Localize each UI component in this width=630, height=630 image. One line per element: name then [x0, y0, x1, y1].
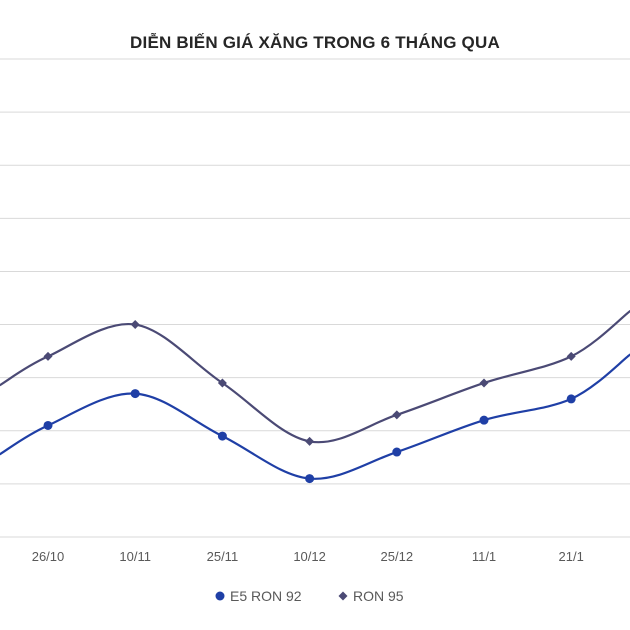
x-tick-label: 21/1 — [559, 549, 584, 564]
data-point — [305, 474, 315, 484]
data-point — [217, 431, 227, 441]
series-group — [0, 310, 630, 484]
x-tick-label: 25/11 — [207, 549, 239, 564]
grid-lines — [0, 58, 630, 538]
x-tick-label: 10/11 — [119, 549, 151, 564]
data-point — [130, 320, 140, 330]
data-point — [130, 389, 140, 399]
data-point — [43, 420, 53, 430]
x-tick-label: 25/12 — [381, 549, 414, 564]
legend-marker — [338, 591, 348, 601]
data-point — [43, 351, 53, 361]
legend: E5 RON 92 RON 95 — [215, 588, 404, 604]
x-tick-label: 11/1 — [472, 549, 496, 564]
chart-title: DIỄN BIẾN GIÁ XĂNG TRONG 6 THÁNG QUA — [130, 33, 500, 52]
x-tick-label: 10/12 — [293, 549, 326, 564]
data-point — [217, 378, 227, 388]
legend-label: RON 95 — [353, 588, 404, 604]
legend-marker — [215, 591, 225, 601]
series-line — [0, 353, 630, 480]
data-point — [566, 394, 576, 404]
data-point — [392, 447, 402, 457]
data-point — [479, 378, 489, 388]
legend-label: E5 RON 92 — [230, 588, 302, 604]
data-point — [566, 351, 576, 361]
x-tick-label: 26/10 — [32, 549, 65, 564]
data-point — [305, 436, 315, 446]
x-axis-labels: 26/10 10/11 25/11 10/12 25/12 11/1 21/1 — [32, 549, 584, 564]
data-point — [392, 410, 402, 420]
data-point — [479, 415, 489, 425]
series-line — [0, 310, 630, 444]
